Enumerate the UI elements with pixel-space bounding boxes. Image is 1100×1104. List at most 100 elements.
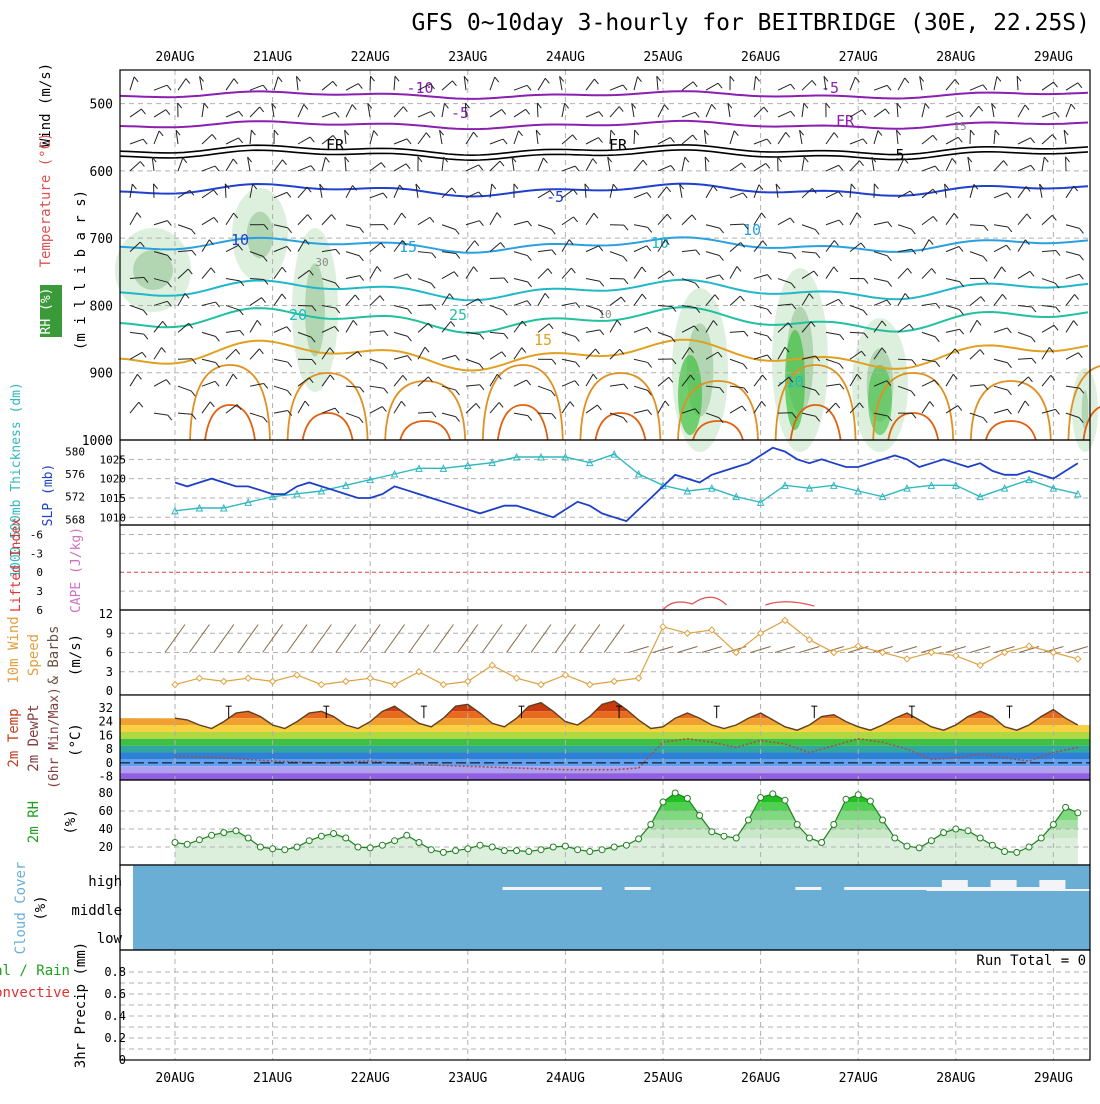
wind-barb [586, 112, 599, 117]
wind-barb [610, 107, 619, 118]
wind-barb-flag [763, 375, 767, 380]
wind-barb [394, 401, 401, 413]
wind-barb [778, 84, 791, 90]
wind-barb [994, 225, 1008, 227]
wind-barb-flag [979, 106, 983, 111]
pressure-tick: 600 [90, 165, 113, 180]
wind-barb [994, 328, 1007, 332]
cloud-high-bar [844, 887, 870, 890]
rh2m-marker [538, 847, 544, 853]
wind10-barb [409, 625, 429, 653]
wind-barb [610, 252, 623, 257]
wind-barb-flag [737, 266, 741, 271]
isotherm-freezing [120, 150, 1088, 160]
wind-barb-flag [501, 243, 505, 248]
wind-barb-flag [648, 362, 652, 367]
wind-barb [202, 134, 212, 144]
wind-barb-flag [911, 391, 915, 396]
wind-barb-flag [600, 330, 604, 335]
isotherm-label: 10 [231, 231, 249, 249]
temp2m-tick: 8 [106, 742, 113, 756]
rh2m-tick: 40 [99, 822, 113, 836]
wind-barb [346, 276, 360, 279]
wind-barb [706, 104, 712, 117]
ylabel-barbs: & Barbs [46, 625, 62, 684]
wind-barb [730, 331, 744, 332]
rh2m-marker [843, 796, 849, 802]
wind-barb [562, 166, 575, 171]
wind-barb-flag [995, 130, 999, 135]
wind-barb-flag [984, 385, 988, 390]
wind-barb-flag [162, 347, 166, 352]
ylabel-speed: Speed [26, 634, 42, 676]
wind-barb-flag [1075, 294, 1079, 299]
ylabel-temp-unit: (°C) [68, 723, 84, 757]
wind-barb [178, 158, 183, 171]
wind-barb-flag [233, 374, 237, 379]
wind-barb-flag [1032, 307, 1036, 312]
wind-barb-flag [888, 282, 892, 287]
wind-barb-flag [360, 276, 364, 281]
wind-barb-flag [761, 213, 765, 218]
wind-barb-flag [935, 337, 939, 342]
wind-barb-flag [593, 374, 597, 379]
rh2m-marker [1075, 810, 1081, 816]
wind-barb-flag [134, 77, 138, 82]
wind-barb-flag [287, 327, 291, 332]
wind-barb [922, 135, 933, 144]
wind10-barb [970, 647, 990, 653]
wind-barb-flag [857, 213, 861, 218]
wind-barb [442, 355, 455, 359]
wind-barb-flag [959, 112, 963, 117]
rh2m-marker [465, 846, 471, 852]
wind-barb-flag [403, 375, 407, 380]
wind10-barb [604, 625, 624, 653]
wind-barb-flag [959, 310, 963, 315]
rh2m-tick: 80 [99, 786, 113, 800]
wind-barb-flag [959, 247, 963, 252]
ylabel-2m-temp: 2m Temp [6, 708, 22, 767]
wind10-marker [684, 630, 690, 636]
wind-barb [994, 359, 1008, 363]
wind-barb [922, 268, 932, 278]
wind-barb-flag [695, 112, 699, 117]
wind-barb [634, 410, 648, 413]
wind-barb [130, 374, 137, 386]
ylabel-rh: RH (%) [39, 288, 54, 335]
rh2m-marker [660, 799, 666, 805]
wind-barb-flag [401, 401, 405, 406]
wind-barb [537, 103, 538, 117]
wind-barb [1042, 157, 1044, 171]
wind-barb [346, 252, 359, 256]
wind-barb-flag [551, 229, 555, 234]
wind-barb-flag [355, 295, 359, 300]
wind-barb-flag [1051, 375, 1055, 380]
wind-barb-flag [764, 107, 768, 112]
wind-barb [1018, 105, 1025, 117]
wind-barb-flag [381, 163, 385, 168]
wind-barb-flag [384, 331, 388, 336]
wind-barb-flag [167, 221, 171, 226]
wind-barb [754, 76, 756, 90]
wind-barb [994, 130, 995, 144]
pressure-tick: 700 [90, 232, 113, 247]
wind-barb-flag [215, 336, 219, 341]
rh2m-marker [928, 838, 934, 844]
wind-barb-flag [862, 110, 866, 115]
wind-barb-flag [549, 324, 553, 329]
wind10-marker [343, 678, 349, 684]
wind-barb [778, 132, 786, 144]
wind-barb [682, 112, 695, 117]
wind-barb-flag [359, 256, 363, 261]
wind-barb [202, 332, 215, 336]
wind-barb [706, 83, 718, 90]
date-label-bottom: 23AUG [448, 1071, 487, 1086]
wind-barb-flag [236, 349, 240, 354]
wind-barb-flag [403, 107, 407, 112]
wind10-barb [775, 647, 795, 653]
wind-barb [610, 85, 623, 90]
isotherm-label: 10 [598, 308, 611, 321]
rh2m-tick: 20 [99, 840, 113, 854]
